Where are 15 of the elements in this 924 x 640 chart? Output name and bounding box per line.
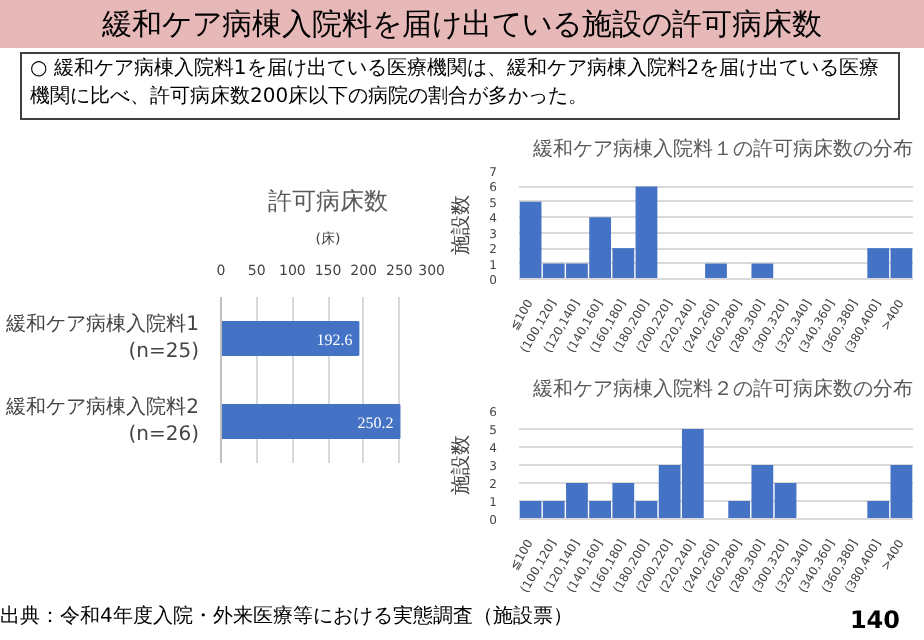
text: 緩和ケア病棟入院料を届け出ている施設の許可病床数: [102, 4, 822, 46]
text: ○ 緩和ケア病棟入院料1を届け出ている医療機関は、緩和ケア病棟入院料2を届け出ている医療機関に比べ、許可病床数200床以下の病院の割合が多かった。: [30, 56, 882, 112]
source-note: 出典：令和4年度入院・外来医療等における実態調査（施設票）: [0, 604, 573, 632]
y-axis-title: 施設数: [449, 195, 474, 255]
y-tick-label: 緩和ケア病棟入院料2(n=26): [4, 395, 200, 446]
y-axis-title: 施設数: [449, 435, 474, 495]
data-label: 192.6: [316, 330, 353, 349]
chart-title: 許可病床数: [268, 187, 388, 215]
y-tick-label: 緩和ケア病棟入院料1(n=25): [4, 312, 200, 363]
text: 140: [849, 604, 900, 638]
chart-title: 緩和ケア病棟入院料１の許可病床数の分布: [531, 137, 913, 161]
bar: [705, 263, 727, 279]
chart-title: 緩和ケア病棟入院料２の許可病床数の分布: [531, 377, 913, 401]
data-label: 250.2: [357, 413, 394, 432]
bar: [751, 263, 774, 279]
